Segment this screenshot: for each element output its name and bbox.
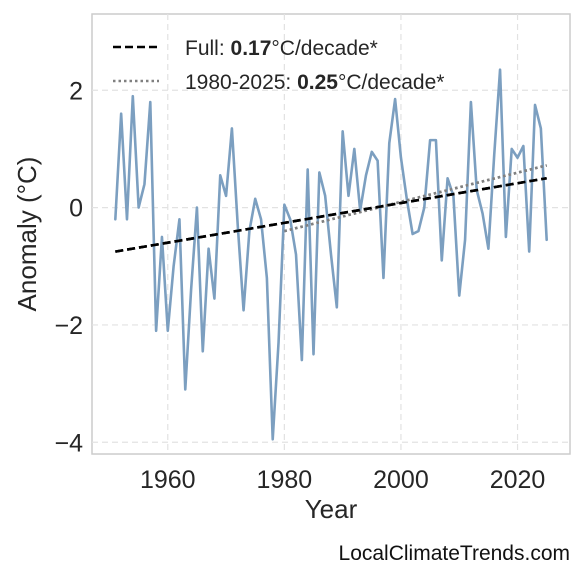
anomaly-series-line [114, 68, 548, 441]
data-series [114, 68, 548, 441]
site-credit: LocalClimateTrends.com [339, 542, 570, 565]
legend-recent-prefix: 1980-2025: [185, 71, 297, 94]
x-axis-title: Year [305, 494, 358, 524]
trend-line-recent [284, 164, 547, 233]
x-tick-label: 2000 [373, 466, 429, 494]
y-axis-title: Anomaly (°C) [12, 157, 42, 312]
legend-recent-suffix: °C/decade* [338, 71, 444, 94]
legend-full-prefix: Full: [185, 37, 231, 60]
legend: Full: 0.17°C/decade* 1980-2025: 0.25°C/d… [113, 37, 444, 94]
legend-recent-value: 0.25 [297, 71, 338, 94]
y-tick-label: 2 [69, 77, 83, 105]
legend-recent-label: 1980-2025: 0.25°C/decade* [185, 71, 444, 94]
trend-line-full [115, 176, 547, 253]
x-tick-label: 2020 [490, 466, 546, 494]
x-tick-label: 1960 [140, 466, 196, 494]
legend-full-value: 0.17 [231, 37, 272, 60]
y-tick-label: −2 [54, 312, 83, 340]
tick-labels: 1960 1980 2000 2020 −4 −2 0 2 [54, 77, 545, 494]
legend-full-suffix: °C/decade* [271, 37, 377, 60]
y-tick-label: −4 [54, 429, 83, 457]
x-tick-label: 1980 [257, 466, 313, 494]
legend-full-label: Full: 0.17°C/decade* [185, 37, 378, 60]
y-tick-label: 0 [69, 195, 83, 223]
